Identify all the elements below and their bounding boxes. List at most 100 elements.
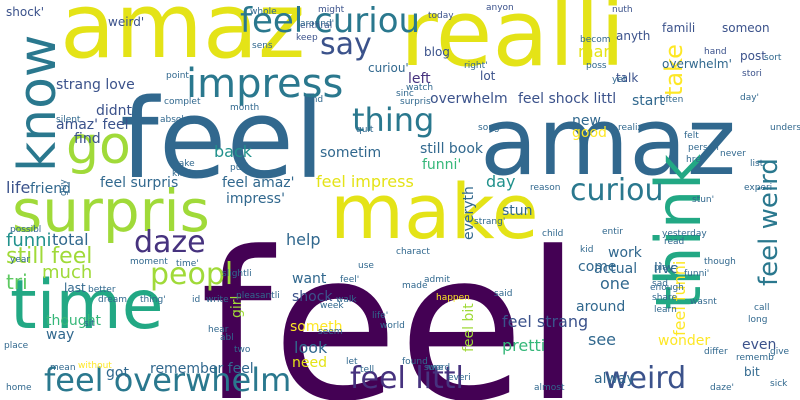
cloud-word: stori — [742, 69, 762, 79]
cloud-word: use — [358, 261, 374, 271]
cloud-word: thing — [352, 101, 435, 139]
cloud-word: sure — [424, 363, 444, 373]
cloud-word: surpris — [12, 177, 210, 245]
cloud-word: around' — [300, 19, 335, 29]
cloud-word: feel — [120, 75, 325, 203]
cloud-word: whole — [250, 7, 277, 17]
cloud-word: last — [64, 281, 86, 295]
cloud-word: kind — [304, 95, 324, 105]
cloud-word: hand — [704, 47, 727, 57]
cloud-word: work — [608, 245, 642, 261]
cloud-word: wonder — [658, 333, 711, 349]
cloud-word: tri — [6, 270, 28, 294]
cloud-word: list — [750, 159, 764, 169]
cloud-word: make — [170, 159, 195, 169]
cloud-word: impress' — [226, 191, 285, 207]
cloud-word: experi — [744, 183, 773, 193]
cloud-word: life — [6, 178, 31, 197]
cloud-word: becom — [580, 35, 611, 45]
cloud-word: curiou' — [368, 61, 409, 75]
cloud-word: kinda — [172, 169, 197, 179]
cloud-word: feel amaz' — [222, 175, 295, 191]
cloud-word: nuth — [612, 5, 633, 15]
cloud-word: anyon — [486, 3, 514, 13]
cloud-word: let — [346, 357, 358, 367]
cloud-word: new — [572, 113, 601, 129]
cloud-word: possibl — [10, 225, 42, 235]
cloud-word: everyth — [461, 186, 477, 240]
cloud-word: reason — [530, 183, 561, 193]
cloud-word: feel strang — [502, 312, 589, 331]
cloud-word: href — [686, 155, 704, 165]
cloud-word: talk — [616, 71, 639, 85]
cloud-word: quit — [356, 125, 374, 135]
cloud-word: someon — [722, 21, 770, 35]
cloud-word: shock' — [6, 5, 45, 19]
cloud-word: give — [770, 347, 790, 357]
cloud-word: total — [52, 230, 89, 249]
cloud-word: around — [576, 299, 626, 315]
cloud-word: found — [402, 357, 428, 367]
cloud-word: feel overwhelm — [44, 361, 292, 399]
cloud-word: often — [660, 95, 684, 105]
cloud-word: watch — [406, 83, 434, 93]
cloud-word: sick — [770, 379, 788, 389]
cloud-word: silent — [56, 115, 81, 125]
cloud-word: walk — [336, 295, 357, 305]
cloud-word: surpris' — [400, 97, 434, 107]
cloud-word: thought — [46, 313, 102, 329]
cloud-word: funni' — [422, 157, 462, 173]
cloud-word: sit — [84, 319, 95, 329]
cloud-word: better — [88, 285, 116, 295]
cloud-word: abl — [220, 333, 234, 343]
cloud-word: didnt — [96, 103, 133, 119]
cloud-word: make — [330, 167, 539, 256]
cloud-word: made — [402, 281, 428, 291]
cloud-word: strang' — [474, 217, 506, 227]
cloud-word: share — [652, 293, 677, 303]
cloud-word: enthral — [300, 21, 333, 31]
cloud-word: stun' — [692, 195, 715, 205]
cloud-word: even — [742, 337, 777, 353]
cloud-word: feel bit — [461, 303, 477, 352]
cloud-word: guy — [59, 179, 69, 196]
cloud-word: realli — [400, 0, 626, 87]
cloud-word: time — [10, 266, 164, 345]
cloud-word: today — [428, 11, 454, 21]
cloud-word: know — [8, 34, 68, 172]
cloud-word: though — [704, 257, 736, 267]
cloud-word: daze — [134, 225, 206, 260]
cloud-word: feel — [200, 209, 582, 400]
cloud-word: yet — [612, 75, 627, 85]
cloud-word: remember feel — [150, 361, 254, 377]
cloud-word: seem — [318, 327, 343, 337]
cloud-word: see — [588, 330, 617, 349]
cloud-word: felt — [684, 131, 699, 141]
cloud-word: go — [66, 116, 131, 176]
cloud-word: week — [320, 301, 344, 311]
cloud-word: got — [106, 365, 129, 381]
cloud-word: strang love — [56, 77, 135, 93]
cloud-word: play — [654, 263, 674, 273]
cloud-word: say — [320, 27, 372, 62]
cloud-word: overwhelm — [430, 91, 508, 107]
cloud-word: dream — [98, 295, 128, 305]
cloud-word: lot — [480, 69, 496, 83]
cloud-word: put — [230, 163, 245, 173]
cloud-word: impress — [186, 61, 344, 107]
cloud-word: famili — [662, 21, 696, 35]
cloud-word: come — [578, 259, 617, 275]
cloud-word: complet — [164, 97, 201, 107]
cloud-word: daze' — [710, 383, 734, 393]
cloud-word: peopl — [150, 257, 234, 292]
cloud-word: keep — [296, 33, 318, 43]
cloud-word: yesterday — [662, 229, 707, 239]
cloud-word: time' — [176, 259, 199, 269]
cloud-word: call — [754, 303, 770, 313]
cloud-word: pretti — [502, 336, 546, 355]
cloud-word: might — [318, 5, 345, 15]
cloud-word: entir — [602, 227, 623, 237]
cloud-word: sometim — [320, 145, 382, 161]
cloud-word: poss — [586, 61, 607, 71]
